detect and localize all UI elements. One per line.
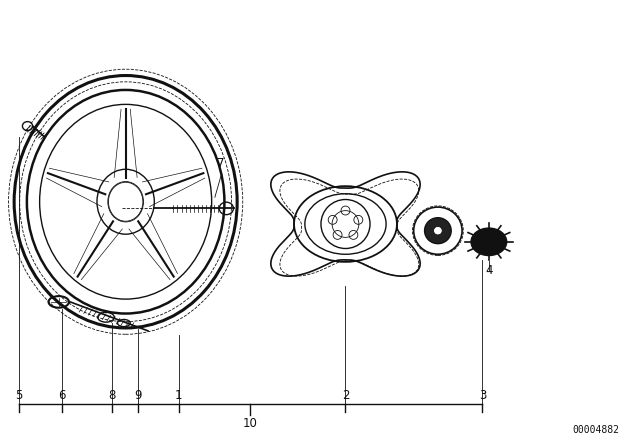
Text: 9: 9: [134, 389, 142, 402]
Text: 6: 6: [58, 389, 66, 402]
Ellipse shape: [471, 228, 507, 255]
Ellipse shape: [433, 226, 442, 235]
Text: 4: 4: [485, 264, 493, 277]
Text: 5: 5: [15, 389, 23, 402]
Text: 00004882: 00004882: [573, 426, 620, 435]
Text: 10: 10: [243, 417, 257, 430]
Text: 7: 7: [218, 157, 225, 170]
Ellipse shape: [424, 218, 451, 244]
Text: 2: 2: [342, 389, 349, 402]
Text: 1: 1: [175, 389, 182, 402]
Text: 8: 8: [108, 389, 115, 402]
Text: 3: 3: [479, 389, 486, 402]
